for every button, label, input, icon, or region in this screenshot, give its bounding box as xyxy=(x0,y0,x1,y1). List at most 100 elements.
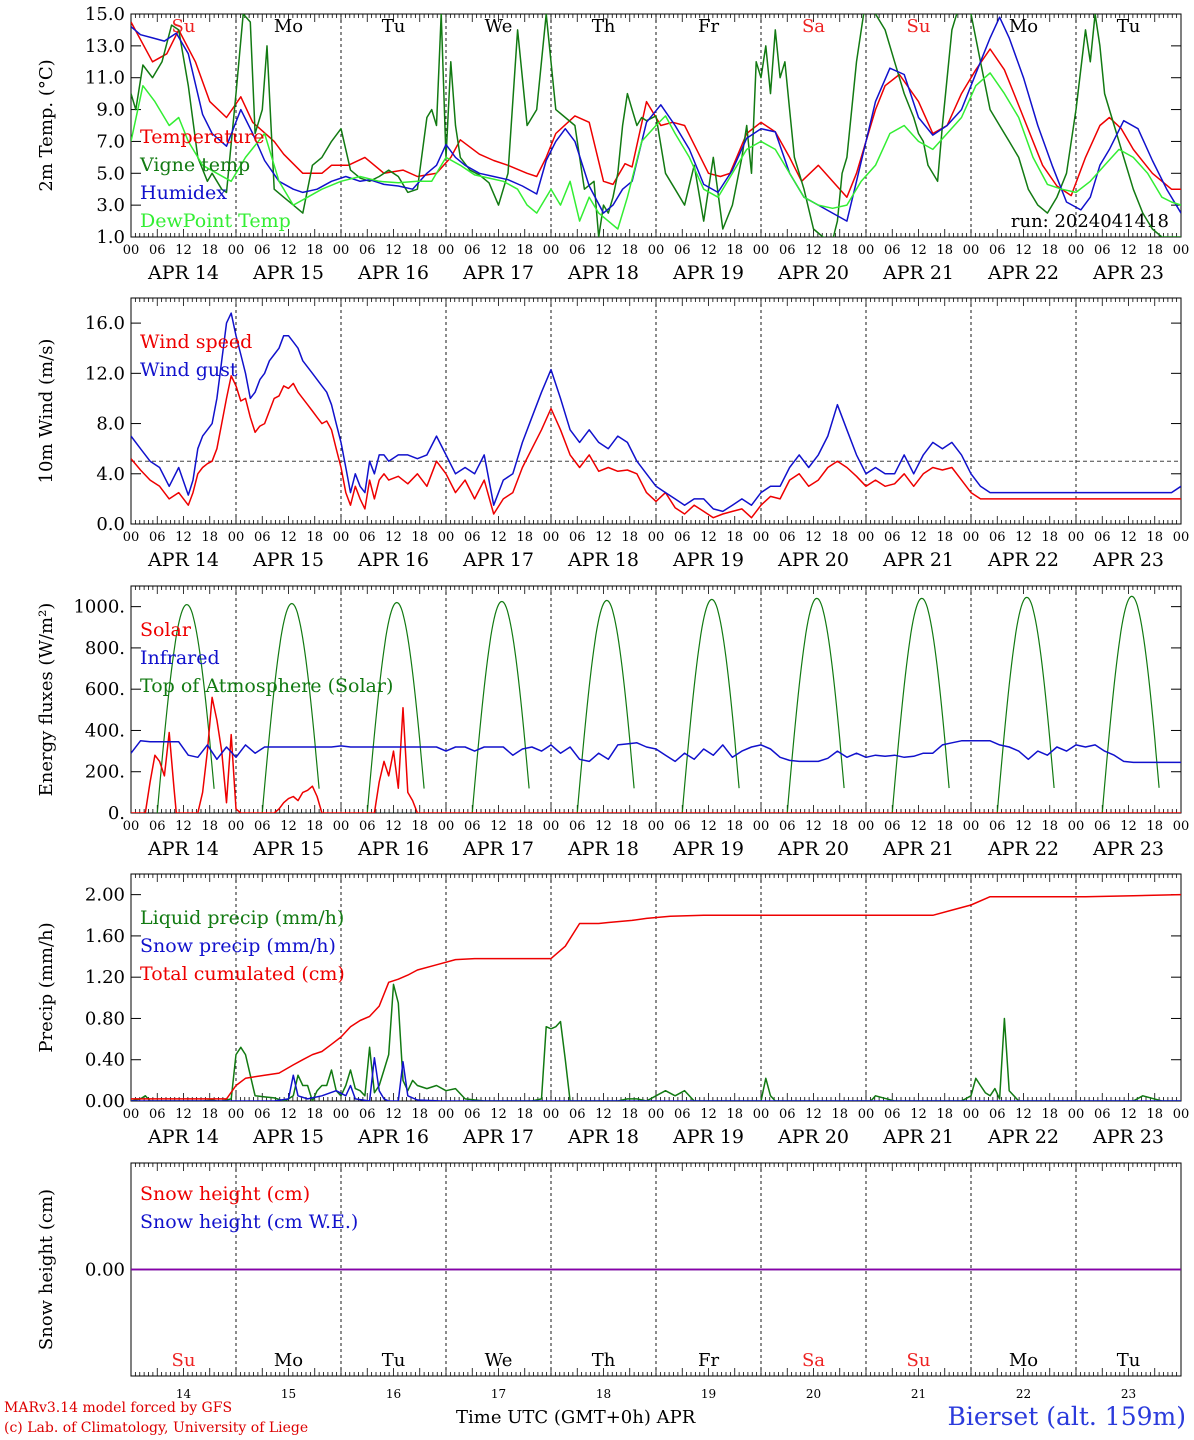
hour-tick-label: 00 xyxy=(1068,530,1085,545)
hour-tick-label: 00 xyxy=(333,819,350,834)
hour-tick-label: 12 xyxy=(1015,243,1032,258)
weekday-label: We xyxy=(485,16,513,37)
hour-tick-label: 00 xyxy=(438,1107,455,1122)
hour-tick-label: 18 xyxy=(1041,243,1058,258)
date-label: 14 xyxy=(176,1387,192,1401)
hour-tick-label: 06 xyxy=(359,1107,376,1122)
hour-tick-label: 12 xyxy=(805,819,822,834)
hour-tick-label: 18 xyxy=(621,243,638,258)
hour-tick-label: 06 xyxy=(989,819,1006,834)
hour-tick-label: 06 xyxy=(569,1107,586,1122)
hour-tick-label: 12 xyxy=(805,243,822,258)
hour-tick-label: 06 xyxy=(884,1107,901,1122)
hour-tick-label: 18 xyxy=(726,243,743,258)
series-line xyxy=(131,1056,1181,1101)
hour-tick-label: 00 xyxy=(648,819,665,834)
date-label: APR 19 xyxy=(672,838,744,860)
hour-tick-label: 12 xyxy=(700,243,717,258)
hour-tick-label: 18 xyxy=(306,243,323,258)
date-label: APR 22 xyxy=(987,1126,1059,1148)
hour-tick-label: 12 xyxy=(595,243,612,258)
hour-tick-label: 06 xyxy=(884,530,901,545)
hour-tick-label: 00 xyxy=(1068,819,1085,834)
hour-tick-label: 00 xyxy=(1173,530,1190,545)
hour-tick-label: 18 xyxy=(936,819,953,834)
hour-tick-label: 06 xyxy=(674,1107,691,1122)
panel-snow: 0.00 Snow height (cm) Snow height (cm) Snow… xyxy=(36,1162,1182,1401)
toa-solar-curve xyxy=(681,598,740,813)
hour-tick-label: 12 xyxy=(910,819,927,834)
toa-solar-curve xyxy=(786,597,845,813)
hour-tick-label: 12 xyxy=(385,530,402,545)
series-line xyxy=(131,893,1181,1100)
hour-tick-label: 00 xyxy=(543,243,560,258)
hour-tick-label: 18 xyxy=(306,819,323,834)
y-tick-label: 8.0 xyxy=(96,414,125,435)
hour-tick-label: 00 xyxy=(438,243,455,258)
hour-tick-label: 06 xyxy=(1094,1107,1111,1122)
hour-tick-label: 12 xyxy=(490,1107,507,1122)
hour-tick-label: 00 xyxy=(333,243,350,258)
date-label: APR 17 xyxy=(462,838,534,860)
date-label: APR 15 xyxy=(252,838,324,860)
hour-tick-label: 12 xyxy=(1120,819,1137,834)
hour-tick-label: 00 xyxy=(963,243,980,258)
weekday-label: Sa xyxy=(802,16,825,37)
legend-entry: Liquid precip (mm/h) xyxy=(140,907,344,929)
weekday-label: Tu xyxy=(1117,16,1141,37)
hour-tick-label: 18 xyxy=(831,530,848,545)
run-annotation: run: 2024041418 xyxy=(1011,211,1169,232)
hour-tick-label: 00 xyxy=(123,243,140,258)
date-label: APR 21 xyxy=(882,262,954,284)
hour-tick-label: 12 xyxy=(385,819,402,834)
date-label: APR 14 xyxy=(147,262,219,284)
y-tick-label: 3.0 xyxy=(96,195,125,216)
toa-solar-curve xyxy=(996,596,1055,813)
hour-tick-label: 00 xyxy=(963,1107,980,1122)
date-label: 23 xyxy=(1121,1387,1136,1401)
date-label: APR 15 xyxy=(252,549,324,571)
hour-tick-label: 06 xyxy=(1094,530,1111,545)
hour-tick-label: 12 xyxy=(700,819,717,834)
date-label: 16 xyxy=(386,1387,401,1401)
y-tick-label: 16.0 xyxy=(85,313,125,334)
hour-tick-label: 12 xyxy=(1015,1107,1032,1122)
hour-tick-label: 06 xyxy=(359,530,376,545)
hour-tick-label: 18 xyxy=(201,819,218,834)
date-label: APR 14 xyxy=(147,1126,219,1148)
hour-tick-label: 06 xyxy=(674,530,691,545)
date-label: APR 23 xyxy=(1092,1126,1164,1148)
date-label: 15 xyxy=(281,1387,296,1401)
hour-tick-label: 18 xyxy=(936,243,953,258)
series-line xyxy=(131,312,1181,513)
hour-tick-label: 06 xyxy=(779,1107,796,1122)
date-label: APR 21 xyxy=(882,838,954,860)
hour-tick-label: 06 xyxy=(989,1107,1006,1122)
date-label: APR 21 xyxy=(882,549,954,571)
hour-tick-label: 12 xyxy=(1015,819,1032,834)
hour-tick-label: 06 xyxy=(674,819,691,834)
hour-tick-label: 06 xyxy=(569,819,586,834)
y-tick-label: 0.00 xyxy=(85,1091,125,1112)
hour-tick-label: 12 xyxy=(700,530,717,545)
hour-tick-label: 00 xyxy=(963,530,980,545)
hour-tick-label: 00 xyxy=(123,1107,140,1122)
date-label: APR 22 xyxy=(987,262,1059,284)
panel-wind: 0.0 4.0 8.0 12.0 16.0 10m Wind (m/s) 00 06 12 18 0… xyxy=(36,297,1190,571)
hour-tick-label: 18 xyxy=(1146,530,1163,545)
hour-tick-label: 00 xyxy=(753,819,770,834)
hour-tick-label: 18 xyxy=(726,1107,743,1122)
hour-tick-label: 12 xyxy=(175,243,192,258)
hour-tick-label: 06 xyxy=(1094,819,1111,834)
hour-tick-label: 12 xyxy=(595,1107,612,1122)
hour-tick-label: 18 xyxy=(516,819,533,834)
hour-tick-label: 18 xyxy=(831,1107,848,1122)
toa-solar-curve xyxy=(576,599,635,813)
hour-tick-label: 00 xyxy=(858,1107,875,1122)
date-label: APR 20 xyxy=(777,1126,849,1148)
hour-tick-label: 12 xyxy=(280,1107,297,1122)
date-label: APR 18 xyxy=(567,549,639,571)
station-name: Bierset (alt. 159m) xyxy=(947,1402,1186,1431)
hour-tick-label: 18 xyxy=(621,1107,638,1122)
hour-tick-label: 00 xyxy=(963,819,980,834)
